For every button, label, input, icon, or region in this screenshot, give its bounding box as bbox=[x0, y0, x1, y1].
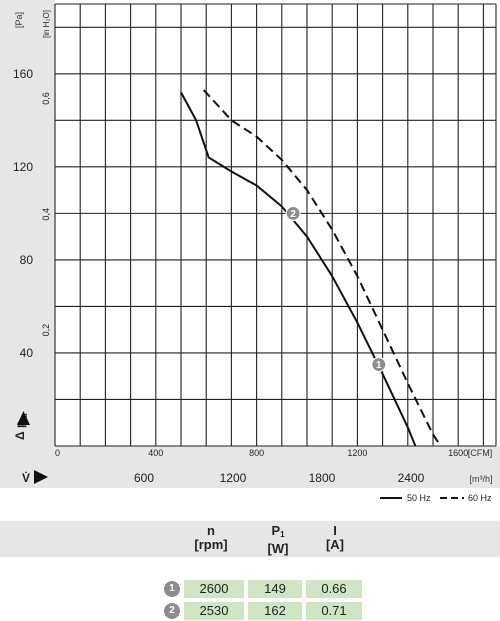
performance-table-header: n [rpm] P1 [W] I [A] bbox=[0, 521, 500, 557]
operating-point-label: 2 bbox=[290, 209, 296, 220]
header-i: I [A] bbox=[325, 523, 345, 552]
y-tick-label: 40 bbox=[20, 346, 34, 360]
header-p1: P1 [W] bbox=[267, 523, 289, 556]
x2-tick-label: 2400 bbox=[398, 471, 425, 485]
y-axis-panel bbox=[0, 0, 55, 446]
y-tick-label: 80 bbox=[20, 253, 34, 267]
x-tick-label: 400 bbox=[148, 448, 163, 458]
series-line-60-hz bbox=[202, 89, 442, 447]
x-tick-label: 1600 bbox=[448, 448, 468, 458]
x-tick-label: 1200 bbox=[347, 448, 367, 458]
y-axis-arrow bbox=[17, 411, 30, 425]
plot-area bbox=[55, 4, 496, 446]
x2-tick-label: 1800 bbox=[309, 471, 336, 485]
table-row: 1 2600 149 0.66 bbox=[0, 579, 500, 599]
series-line-50-hz bbox=[180, 91, 417, 447]
y-unit-pa: [Pa] bbox=[14, 12, 24, 28]
x-unit-cfm: [CFM] bbox=[468, 448, 493, 458]
y2-unit: [in H₂O] bbox=[42, 10, 51, 38]
cell-i: 0.71 bbox=[306, 602, 362, 620]
header-n: n [rpm] bbox=[194, 523, 228, 552]
x2-tick-label: 600 bbox=[134, 471, 154, 485]
x2-tick-label: 1200 bbox=[220, 471, 247, 485]
row-badge: 1 bbox=[164, 581, 180, 597]
cell-p1: 162 bbox=[248, 602, 302, 620]
legend-label-60hz: 60 Hz bbox=[468, 493, 492, 503]
y-tick-label: 160 bbox=[13, 67, 33, 81]
cell-i: 0.66 bbox=[306, 580, 362, 598]
operating-point-marker bbox=[371, 356, 387, 373]
y2-tick-label: 0,4 bbox=[41, 208, 51, 221]
point-markers: 12 bbox=[285, 205, 387, 373]
table-row: 2 2530 162 0.71 bbox=[0, 601, 500, 621]
y-tick-label: 120 bbox=[13, 160, 33, 174]
grid bbox=[54, 3, 497, 447]
y2-tick-label: 0,6 bbox=[41, 92, 51, 105]
cell-p1: 149 bbox=[248, 580, 302, 598]
legend-label-50hz: 50 Hz bbox=[407, 493, 431, 503]
x-axis-panel bbox=[0, 446, 500, 488]
cell-n: 2600 bbox=[184, 580, 244, 598]
x2-unit: [m³/h] bbox=[469, 474, 492, 484]
curves bbox=[180, 89, 442, 447]
legend: 50 Hz 60 Hz bbox=[380, 493, 492, 503]
row-badge: 2 bbox=[164, 603, 180, 619]
operating-point-marker bbox=[285, 205, 301, 221]
x-axis-symbol: V̇ bbox=[22, 470, 30, 485]
y2-tick-label: 0,2 bbox=[41, 324, 51, 337]
x-axis-arrow bbox=[34, 470, 48, 484]
cell-n: 2530 bbox=[184, 602, 244, 620]
operating-point-label: 1 bbox=[376, 360, 382, 371]
x-tick-label: 800 bbox=[249, 448, 264, 458]
x-tick-label: 0 bbox=[55, 448, 60, 458]
